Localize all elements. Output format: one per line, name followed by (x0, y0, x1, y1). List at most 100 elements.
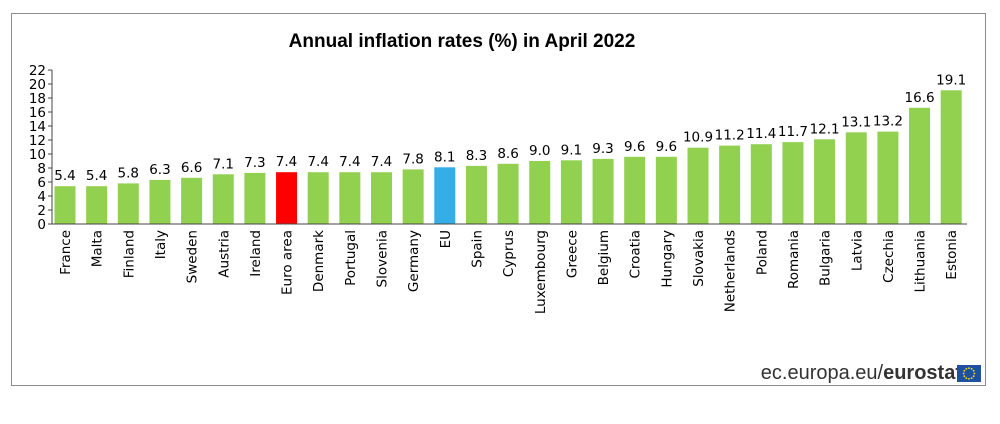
bar-eu (434, 167, 456, 224)
x-tick-label: Slovakia (691, 230, 707, 287)
bar-czechia (877, 131, 899, 224)
value-label: 5.4 (86, 168, 107, 184)
flag-star (970, 367, 973, 370)
bar-cyprus (497, 163, 519, 224)
value-label: 8.1 (434, 149, 455, 165)
flag-star (962, 372, 965, 375)
eu-flag-icon (957, 365, 981, 382)
value-label: 9.6 (624, 139, 645, 155)
flag-star (970, 377, 973, 380)
x-tick-label: Austria (216, 230, 232, 278)
bar-euro-area (276, 172, 298, 224)
value-label: 7.4 (276, 154, 297, 170)
value-label: 7.4 (371, 154, 392, 170)
x-tick-label: France (58, 230, 74, 275)
y-tick-label: 16 (29, 105, 46, 121)
flag-star (963, 369, 966, 372)
value-label: 6.6 (181, 160, 202, 176)
value-label: 7.8 (402, 151, 423, 167)
x-tick-label: Luxembourg (533, 230, 549, 314)
value-label: 6.3 (149, 162, 170, 178)
x-tick-label: Finland (121, 230, 137, 278)
y-tick-label: 10 (29, 147, 46, 163)
y-tick-label: 4 (37, 189, 46, 205)
y-tick-label: 12 (29, 133, 46, 149)
value-label: 7.4 (307, 154, 328, 170)
value-label: 7.4 (339, 154, 360, 170)
y-tick-label: 0 (37, 217, 46, 233)
flag-star (968, 378, 970, 380)
value-label: 9.0 (529, 143, 550, 159)
y-tick-label: 2 (37, 203, 46, 219)
flag-star (963, 375, 966, 378)
x-tick-label: Sweden (185, 230, 201, 283)
value-label: 5.8 (118, 165, 139, 181)
bar-hungary (655, 156, 677, 224)
y-tick-label: 6 (37, 175, 46, 191)
x-tick-label: Italy (153, 230, 169, 259)
value-label: 9.1 (561, 142, 582, 158)
y-tick-label: 22 (29, 63, 46, 79)
source-attribution[interactable]: ec.europa.eu/eurostat (761, 362, 962, 385)
flag-star (973, 372, 976, 375)
value-label: 19.1 (936, 72, 966, 88)
value-label: 5.4 (54, 168, 75, 184)
bar-portugal (339, 172, 361, 224)
x-tick-label: Hungary (659, 230, 675, 288)
x-tick-label: Lithuania (913, 230, 929, 293)
y-tick-label: 8 (37, 161, 46, 177)
bar-slovenia (371, 172, 392, 224)
x-tick-label: Denmark (311, 230, 327, 292)
bar-belgium (592, 158, 614, 224)
x-tick-label: Ireland (248, 230, 264, 277)
bar-lithuania (909, 107, 931, 224)
eurostat-brand: eurostat (883, 362, 962, 384)
y-tick-label: 14 (29, 119, 46, 135)
x-tick-label: Malta (90, 230, 106, 267)
chart-title: Annual inflation rates (%) in April 2022 (289, 31, 636, 52)
value-label: 7.1 (213, 156, 234, 172)
flag-field (957, 365, 981, 382)
x-tick-label: Bulgaria (818, 230, 834, 286)
bar-romania (782, 142, 804, 224)
bar-bulgaria (814, 139, 836, 224)
bar-austria (212, 174, 234, 224)
bar-greece (560, 160, 582, 224)
source-prefix: ec.europa.eu/ (760, 362, 884, 384)
value-label: 8.3 (466, 148, 487, 164)
bar-croatia (624, 156, 646, 224)
x-tick-label: Netherlands (723, 230, 739, 312)
y-tick-label: 20 (29, 77, 46, 93)
bar-poland (750, 144, 772, 224)
bar-ireland (244, 172, 266, 224)
x-tick-label: Euro area (280, 230, 296, 295)
x-tick-label: Greece (564, 230, 580, 278)
value-label: 7.3 (244, 155, 265, 171)
x-tick-label: Croatia (628, 230, 644, 279)
value-labels: 5.4 5.4 5.8 6.3 6.6 7.1 7.3 7.4 7.4 7.4 7.4 7.8 8.1 8… (54, 72, 966, 184)
flag-star (972, 375, 975, 378)
flag-star (965, 377, 968, 380)
x-tick-label: Czechia (881, 230, 897, 283)
bar-finland (117, 183, 139, 224)
value-label: 9.3 (592, 141, 613, 157)
bars (54, 90, 962, 224)
value-label: 16.6 (905, 90, 935, 106)
value-label: 12.1 (810, 121, 840, 137)
value-label: 9.6 (656, 139, 677, 155)
y-tick-label: 18 (29, 91, 46, 107)
bar-netherlands (719, 145, 741, 224)
value-label: 11.7 (778, 124, 808, 140)
x-tick-label: Latvia (849, 230, 865, 271)
bar-france (54, 186, 76, 224)
bar-denmark (307, 172, 329, 224)
x-tick-label: Romania (786, 230, 802, 289)
x-tick-label: Cyprus (501, 230, 517, 277)
value-label: 8.6 (497, 146, 518, 162)
x-axis: France Malta Finland Italy Sweden Austria Irel… (52, 223, 968, 314)
value-label: 13.1 (841, 114, 871, 130)
bar-italy (149, 179, 171, 224)
bar-slovakia (687, 147, 709, 224)
